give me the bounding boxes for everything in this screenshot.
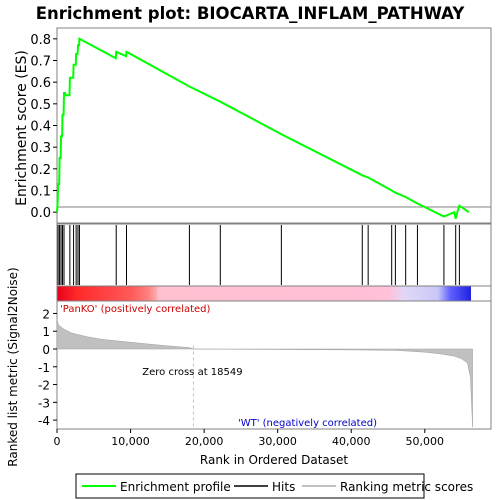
chart-title: Enrichment plot: BIOCARTA_INFLAM_PATHWAY xyxy=(36,4,466,23)
rank-ytick-label: -2 xyxy=(38,379,50,393)
rank-xtick-label: 20,000 xyxy=(185,435,224,448)
es-ylabel: Enrichment score (ES) xyxy=(14,50,30,206)
ranking-metric-area xyxy=(56,318,473,428)
rank-ytick-label: 0 xyxy=(42,343,50,357)
ranking-xlabel: Rank in Ordered Dataset xyxy=(200,453,348,467)
es-ytick-label: 0.3 xyxy=(30,141,51,156)
es-ytick-label: 0.5 xyxy=(30,98,51,113)
legend-label-ranking: Ranking metric scores xyxy=(340,480,473,494)
es-ytick-label: 0.2 xyxy=(30,163,51,178)
ranking-ylabel: Ranked list metric (Signal2Noise) xyxy=(6,267,20,466)
es-ytick-label: 0.8 xyxy=(30,33,51,48)
hits-panel xyxy=(56,223,492,287)
rank-xtick-label: 50,000 xyxy=(406,435,445,448)
ranking-panel xyxy=(56,300,492,430)
legend-label-enrichment: Enrichment profile xyxy=(120,480,231,494)
es-ytick-label: 0.1 xyxy=(30,185,51,200)
zero-cross-label: Zero cross at 18549 xyxy=(142,367,242,378)
legend-label-hits: Hits xyxy=(272,480,295,494)
enrichment-profile-line xyxy=(56,37,470,219)
rank-xtick-label: 30,000 xyxy=(258,435,297,448)
rank-xtick-label: 10,000 xyxy=(111,435,150,448)
es-ytick-label: 0.7 xyxy=(30,55,51,70)
negative-correlation-label: 'WT' (negatively correlated) xyxy=(238,418,377,429)
es-ytick-label: 0.6 xyxy=(30,76,51,91)
positive-correlation-label: 'PanKO' (positively correlated) xyxy=(60,304,211,315)
rank-ytick-label: -4 xyxy=(38,414,50,428)
rank-ytick-label: -1 xyxy=(38,361,50,375)
rank-ytick-label: -3 xyxy=(38,396,50,410)
es-ytick-label: 0.0 xyxy=(30,206,51,221)
es-panel xyxy=(56,27,492,224)
rank-ytick-label: 1 xyxy=(42,325,50,339)
rank-ytick-label: 2 xyxy=(42,307,50,321)
es-ytick-label: 0.4 xyxy=(30,120,51,135)
rank-xtick-label: 40,000 xyxy=(332,435,371,448)
rank-xtick-label: 0 xyxy=(54,435,61,448)
ranking-heatbar xyxy=(57,286,471,301)
